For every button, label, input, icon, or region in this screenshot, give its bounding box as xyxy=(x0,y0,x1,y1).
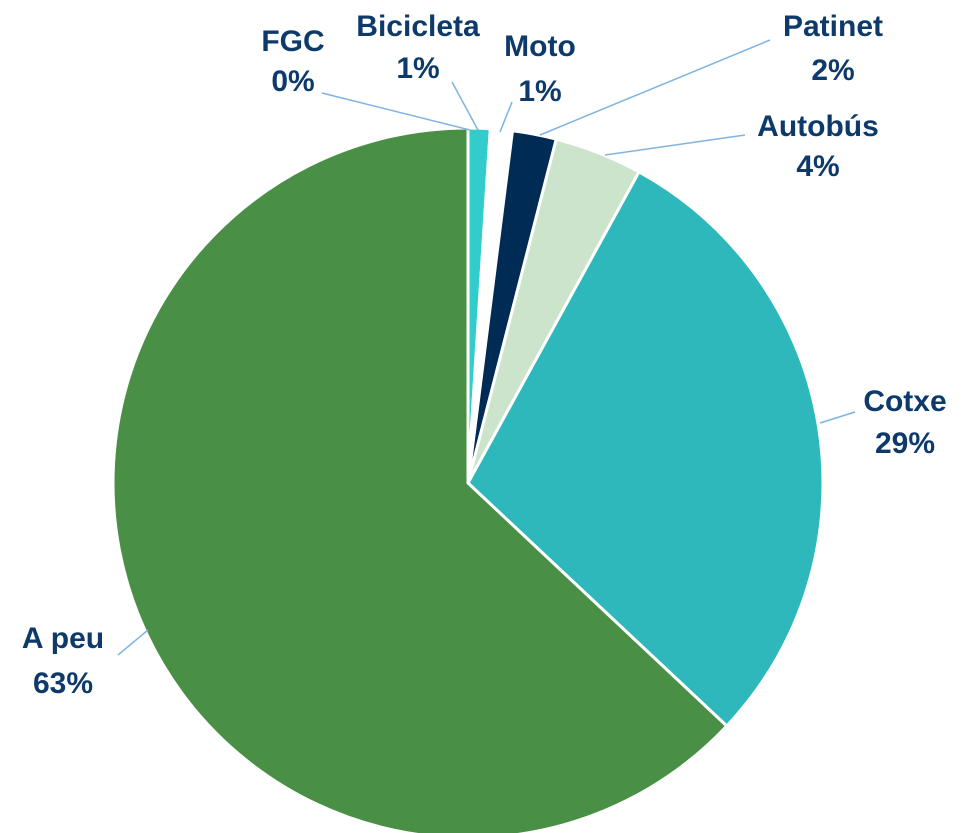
slice-label: Moto xyxy=(504,30,576,63)
leader-line xyxy=(499,101,513,133)
slice-value-label: 1% xyxy=(396,52,439,85)
slice-value-label: 63% xyxy=(33,667,93,700)
slice-label: Cotxe xyxy=(863,385,946,418)
slice-value-label: 2% xyxy=(811,54,854,87)
leader-line xyxy=(819,411,856,424)
slice-value-label: 29% xyxy=(875,427,935,460)
slice-label: Autobús xyxy=(757,110,879,143)
slice-label: A peu xyxy=(22,622,104,655)
leader-line xyxy=(539,39,771,136)
leader-line xyxy=(451,81,479,131)
slice-value-label: 1% xyxy=(518,75,561,108)
pie-slice xyxy=(466,170,825,728)
slice-value-label: 0% xyxy=(271,65,314,98)
slice-label: FGC xyxy=(261,25,324,58)
slice-label: Bicicleta xyxy=(356,10,480,43)
leader-line xyxy=(321,92,471,131)
slice-value-label: 4% xyxy=(796,150,839,183)
leader-line xyxy=(604,134,746,156)
leader-line xyxy=(117,629,149,656)
slice-label: Patinet xyxy=(783,10,883,43)
pie-slice xyxy=(111,126,729,833)
